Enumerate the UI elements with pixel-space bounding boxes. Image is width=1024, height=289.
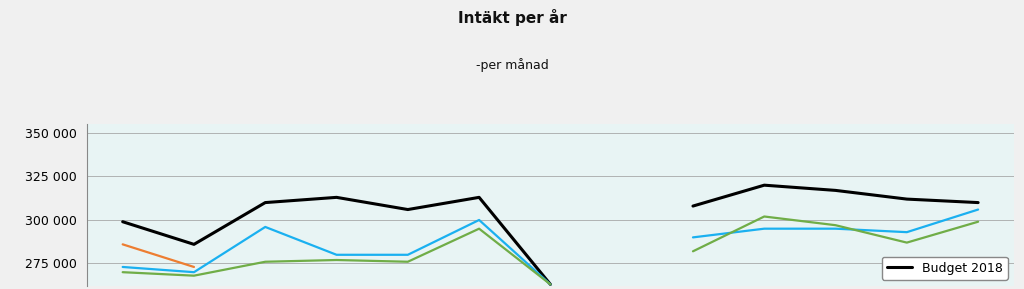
Text: -per månad: -per månad	[475, 58, 549, 72]
Text: Intäkt per år: Intäkt per år	[458, 9, 566, 26]
Legend: Budget 2018: Budget 2018	[882, 257, 1008, 280]
